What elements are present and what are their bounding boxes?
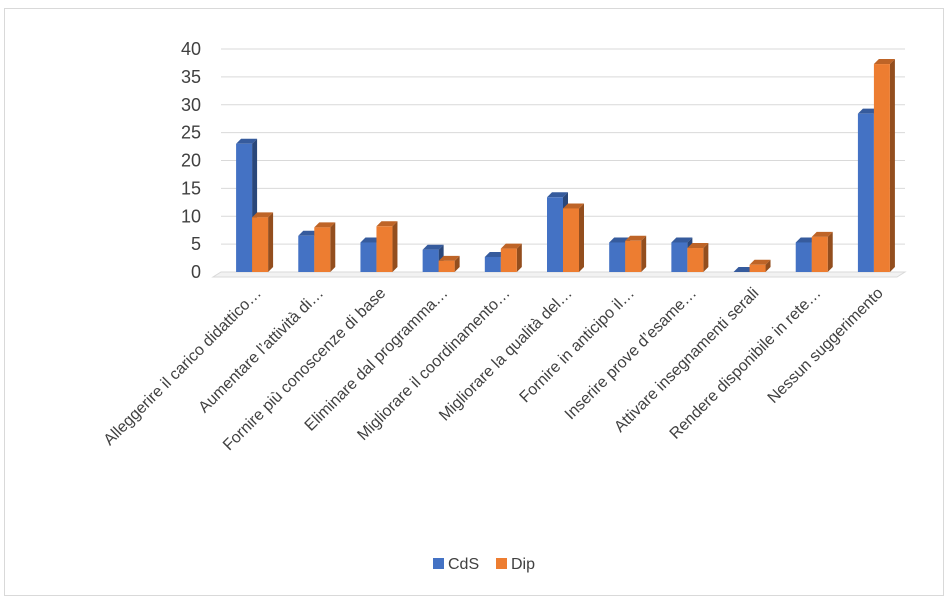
y-tick-label: 5 bbox=[191, 234, 201, 254]
legend-item-dip: Dip bbox=[496, 556, 535, 573]
y-tick-label: 20 bbox=[181, 151, 201, 171]
x-category-label: Inserire prove d’esame… bbox=[562, 285, 700, 423]
bar-dip bbox=[438, 255, 460, 272]
legend-label: Dip bbox=[511, 556, 535, 573]
x-category-label: Aumentare l’attività di… bbox=[196, 285, 327, 416]
bar-chart: 0 5 10 15 20 25 30 35 40 Alleggerire il carico d… bbox=[101, 39, 907, 573]
y-tick-label: 15 bbox=[181, 178, 201, 198]
y-tick-label: 10 bbox=[181, 206, 201, 226]
bar-dip bbox=[563, 203, 584, 272]
y-tick-label: 25 bbox=[181, 123, 201, 143]
chart-area: 0 5 10 15 20 25 30 35 40 Alleggerire il carico d… bbox=[4, 8, 944, 596]
x-category-label: Nessun suggerimento bbox=[765, 285, 887, 407]
y-tick-label: 40 bbox=[181, 39, 201, 59]
x-axis-categories: Alleggerire il carico didattico…Aumentar… bbox=[101, 285, 887, 454]
legend: CdS Dip bbox=[433, 556, 535, 573]
bar-dip bbox=[811, 231, 833, 272]
y-tick-label: 35 bbox=[181, 67, 201, 87]
bar-dip bbox=[500, 243, 522, 272]
x-category-label: Fornire in anticipo il… bbox=[517, 285, 638, 406]
chart-floor bbox=[211, 271, 907, 278]
bar-dip bbox=[314, 222, 336, 272]
bar-dip bbox=[625, 235, 647, 272]
legend-item-cds: CdS bbox=[433, 556, 479, 573]
bar-dip bbox=[749, 259, 771, 272]
bar-dip bbox=[687, 243, 709, 272]
bar-dip bbox=[873, 59, 895, 272]
legend-swatch bbox=[433, 558, 444, 569]
y-axis-ticks: 0 5 10 15 20 25 30 35 40 bbox=[181, 39, 201, 282]
bar-dip bbox=[376, 221, 398, 272]
bars bbox=[236, 59, 895, 272]
bar-dip bbox=[252, 212, 274, 272]
y-tick-label: 0 bbox=[191, 262, 201, 282]
gridlines bbox=[211, 48, 907, 278]
bar-cds bbox=[733, 267, 755, 272]
legend-swatch bbox=[496, 558, 507, 569]
y-tick-label: 30 bbox=[181, 95, 201, 115]
legend-label: CdS bbox=[448, 556, 479, 573]
